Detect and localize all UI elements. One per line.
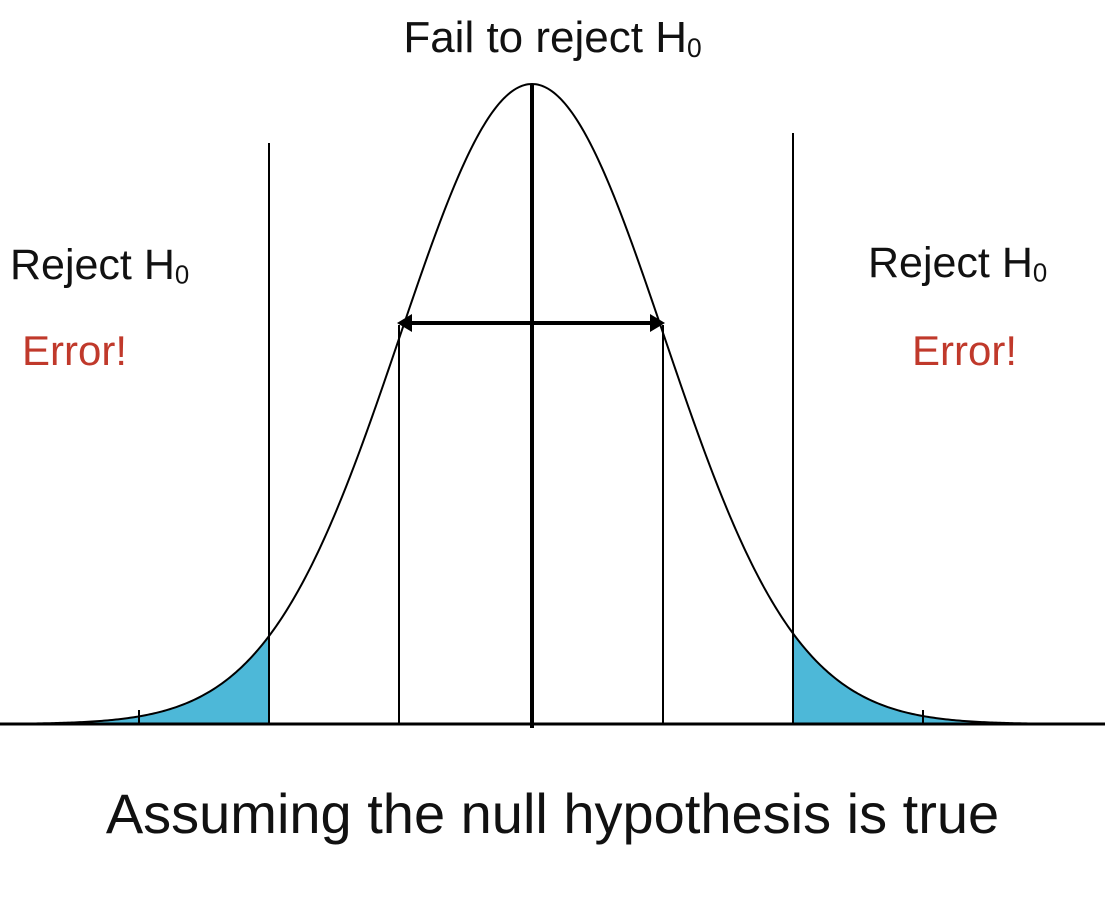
fail-to-reject-text: Fail to reject H — [403, 13, 687, 62]
right-tail-rejection-area — [793, 633, 1040, 724]
fail-to-reject-label: Fail to reject H0 — [0, 13, 1105, 63]
double-headed-arrow-icon — [397, 314, 665, 332]
left-reject-subscript: 0 — [174, 261, 190, 290]
normal-distribution-curve — [0, 82, 1105, 725]
fail-to-reject-subscript: 0 — [686, 32, 702, 63]
right-reject-subscript: 0 — [1032, 259, 1048, 288]
left-reject-text: Reject H — [10, 241, 175, 289]
left-tail-rejection-area — [40, 636, 269, 724]
right-reject-label: Reject H0 — [868, 239, 1048, 288]
left-reject-label: Reject H0 — [10, 241, 190, 290]
right-reject-text: Reject H — [868, 239, 1033, 287]
right-error-label: Error! — [912, 327, 1017, 374]
caption: Assuming the null hypothesis is true — [105, 782, 1000, 845]
left-error-label: Error! — [22, 327, 127, 374]
